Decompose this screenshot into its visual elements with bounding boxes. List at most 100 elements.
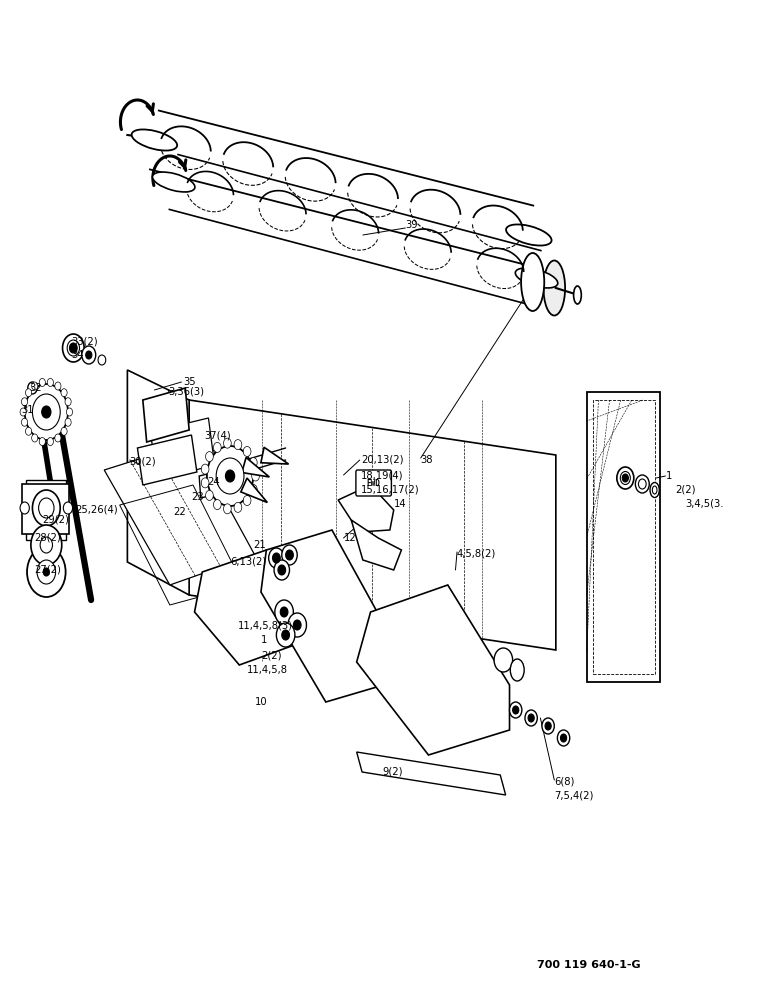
Circle shape bbox=[280, 607, 288, 617]
Ellipse shape bbox=[650, 483, 659, 497]
Text: 1: 1 bbox=[261, 635, 267, 645]
Circle shape bbox=[47, 378, 53, 386]
Circle shape bbox=[22, 418, 28, 426]
Circle shape bbox=[528, 714, 534, 722]
Circle shape bbox=[20, 502, 29, 514]
Circle shape bbox=[55, 434, 61, 442]
Circle shape bbox=[32, 490, 60, 526]
Circle shape bbox=[61, 427, 67, 435]
Circle shape bbox=[216, 458, 244, 494]
Text: 18,19(4): 18,19(4) bbox=[361, 470, 404, 480]
Polygon shape bbox=[338, 485, 394, 532]
Ellipse shape bbox=[98, 355, 106, 365]
Circle shape bbox=[65, 398, 71, 406]
Text: 1: 1 bbox=[665, 471, 672, 481]
Ellipse shape bbox=[516, 268, 557, 288]
Circle shape bbox=[32, 434, 38, 442]
Polygon shape bbox=[351, 520, 401, 570]
Text: 28(2): 28(2) bbox=[35, 532, 62, 542]
Text: 9(2): 9(2) bbox=[382, 767, 403, 777]
Text: 11,4,5,8: 11,4,5,8 bbox=[247, 665, 288, 675]
Circle shape bbox=[273, 553, 280, 563]
Text: 29(2): 29(2) bbox=[42, 515, 69, 525]
Text: 33(2): 33(2) bbox=[71, 337, 97, 347]
Polygon shape bbox=[261, 447, 289, 464]
Ellipse shape bbox=[617, 467, 634, 489]
Bar bbox=[26, 480, 66, 540]
Circle shape bbox=[201, 464, 209, 474]
Ellipse shape bbox=[132, 129, 177, 151]
Bar bbox=[593, 400, 655, 674]
Ellipse shape bbox=[638, 479, 646, 489]
Circle shape bbox=[557, 730, 570, 746]
Polygon shape bbox=[261, 530, 394, 702]
Ellipse shape bbox=[543, 260, 565, 316]
Circle shape bbox=[39, 498, 54, 518]
Circle shape bbox=[225, 470, 235, 482]
Text: 20,13(2): 20,13(2) bbox=[361, 455, 404, 465]
Circle shape bbox=[276, 623, 295, 647]
Circle shape bbox=[32, 394, 60, 430]
Text: 30(2): 30(2) bbox=[130, 457, 156, 467]
Circle shape bbox=[63, 502, 73, 514]
Circle shape bbox=[25, 384, 68, 440]
Polygon shape bbox=[189, 400, 556, 650]
Polygon shape bbox=[241, 478, 267, 502]
Text: 37(4): 37(4) bbox=[205, 430, 231, 440]
Text: 2(2): 2(2) bbox=[261, 650, 282, 660]
Polygon shape bbox=[127, 370, 189, 595]
Ellipse shape bbox=[153, 172, 195, 192]
Circle shape bbox=[213, 442, 221, 452]
Circle shape bbox=[61, 389, 67, 397]
Ellipse shape bbox=[510, 659, 524, 681]
Circle shape bbox=[275, 600, 293, 624]
Circle shape bbox=[243, 446, 251, 456]
Circle shape bbox=[282, 545, 297, 565]
Circle shape bbox=[20, 408, 26, 416]
Circle shape bbox=[31, 525, 62, 565]
Circle shape bbox=[25, 427, 32, 435]
Circle shape bbox=[43, 568, 49, 576]
Circle shape bbox=[286, 550, 293, 560]
Text: 4,5,8(2): 4,5,8(2) bbox=[457, 549, 496, 559]
Text: 3,4,5(3.: 3,4,5(3. bbox=[686, 499, 724, 509]
Circle shape bbox=[234, 440, 242, 450]
Circle shape bbox=[205, 452, 213, 462]
Ellipse shape bbox=[63, 334, 84, 362]
Circle shape bbox=[249, 484, 257, 494]
Circle shape bbox=[205, 490, 213, 500]
Circle shape bbox=[28, 382, 37, 394]
Circle shape bbox=[224, 438, 232, 448]
Ellipse shape bbox=[635, 475, 649, 493]
Text: 32: 32 bbox=[29, 383, 42, 393]
Circle shape bbox=[234, 502, 242, 512]
Ellipse shape bbox=[574, 286, 581, 304]
Polygon shape bbox=[357, 752, 506, 795]
Ellipse shape bbox=[67, 340, 80, 356]
Text: 3,36(3): 3,36(3) bbox=[168, 387, 205, 397]
Text: 35: 35 bbox=[184, 377, 196, 387]
Circle shape bbox=[55, 382, 61, 390]
Circle shape bbox=[278, 565, 286, 575]
Circle shape bbox=[32, 382, 38, 390]
Text: 23: 23 bbox=[191, 492, 204, 502]
Polygon shape bbox=[143, 388, 189, 442]
Polygon shape bbox=[195, 550, 303, 665]
Polygon shape bbox=[104, 442, 255, 585]
Circle shape bbox=[86, 351, 92, 359]
Ellipse shape bbox=[521, 253, 544, 311]
Circle shape bbox=[269, 548, 284, 568]
Bar bbox=[22, 484, 69, 534]
Text: 2(2): 2(2) bbox=[676, 485, 696, 495]
Polygon shape bbox=[199, 470, 225, 498]
Text: 21: 21 bbox=[253, 540, 266, 550]
Ellipse shape bbox=[82, 346, 96, 364]
Text: 7,5,4(2): 7,5,4(2) bbox=[554, 791, 594, 801]
Text: 14: 14 bbox=[394, 499, 406, 509]
Circle shape bbox=[213, 500, 221, 510]
Circle shape bbox=[288, 613, 306, 637]
Circle shape bbox=[66, 408, 73, 416]
Circle shape bbox=[42, 406, 51, 418]
Text: 31: 31 bbox=[22, 405, 34, 415]
Text: 27(2): 27(2) bbox=[35, 565, 62, 575]
